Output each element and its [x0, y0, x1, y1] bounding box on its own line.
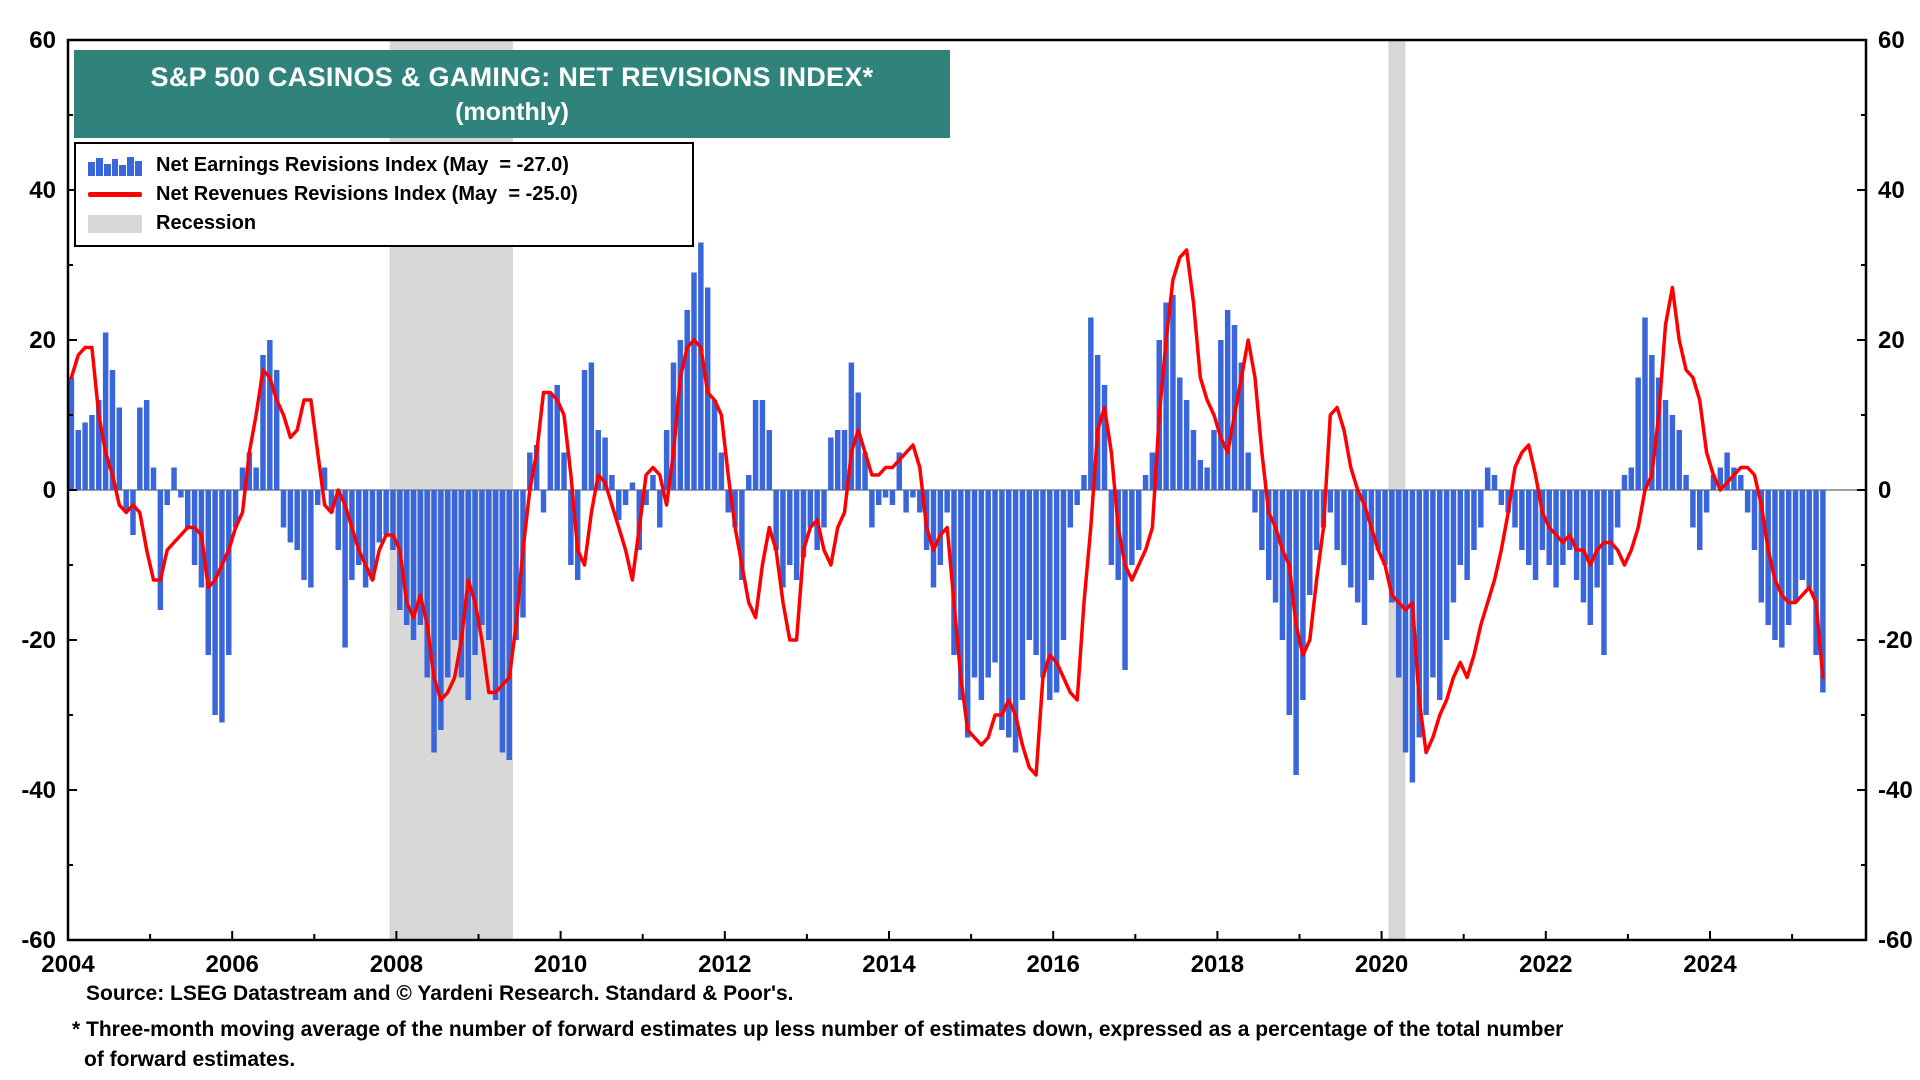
y-axis-label-left: -40 — [21, 777, 56, 804]
x-axis-label: 2016 — [1027, 951, 1080, 978]
y-axis-label-left: -60 — [21, 927, 56, 954]
y-axis-label-right: 0 — [1878, 477, 1891, 504]
legend-recession-swatch — [88, 214, 144, 233]
footnote-line1: * Three-month moving average of the numb… — [72, 1018, 1564, 1041]
legend-item-revenues: Net Revenues Revisions Index (May = -25.… — [88, 183, 680, 206]
earnings-bars — [68, 242, 1826, 783]
x-axis-label: 2008 — [370, 951, 423, 978]
y-axis-label-left: -20 — [21, 627, 56, 654]
x-axis-label: 2012 — [698, 951, 751, 978]
y-axis-label-right: 40 — [1878, 177, 1905, 204]
x-axis-label: 2018 — [1191, 951, 1244, 978]
chart-title-box: S&P 500 CASINOS & GAMING: NET REVISIONS … — [74, 50, 950, 138]
chart-title: S&P 500 CASINOS & GAMING: NET REVISIONS … — [150, 61, 874, 92]
x-axis-label: 2024 — [1683, 951, 1737, 978]
legend-bar-swatch — [88, 156, 144, 176]
x-axis-label: 2004 — [41, 951, 95, 978]
x-axis-label: 2014 — [862, 951, 916, 978]
x-axis-label: 2020 — [1355, 951, 1408, 978]
legend-line-swatch — [88, 192, 144, 197]
legend-item-earnings: Net Earnings Revisions Index (May = -27.… — [88, 154, 680, 177]
legend: Net Earnings Revisions Index (May = -27.… — [74, 142, 694, 247]
y-axis-label-left: 20 — [29, 327, 56, 354]
y-axis-label-right: -60 — [1878, 927, 1913, 954]
y-axis-label-left: 60 — [29, 27, 56, 54]
x-axis-label: 2006 — [206, 951, 259, 978]
y-axis-label-right: -20 — [1878, 627, 1913, 654]
y-axis-label-left: 40 — [29, 177, 56, 204]
x-axis-label: 2010 — [534, 951, 587, 978]
legend-label-recession: Recession — [156, 212, 257, 234]
y-axis-label-right: -40 — [1878, 777, 1913, 804]
legend-item-recession: Recession — [88, 212, 680, 235]
y-axis-label-right: 60 — [1878, 27, 1905, 54]
y-axis-label-right: 20 — [1878, 327, 1905, 354]
legend-label-revenues: Net Revenues Revisions Index (May = -25.… — [156, 183, 578, 205]
source-note: Source: LSEG Datastream and © Yardeni Re… — [86, 982, 794, 1005]
chart-subtitle: (monthly) — [455, 97, 569, 126]
footnote-line2: of forward estimates. — [84, 1048, 296, 1071]
revenues-line — [69, 248, 1825, 777]
x-axis-label: 2022 — [1519, 951, 1572, 978]
y-axis-label-left: 0 — [43, 477, 56, 504]
legend-label-earnings: Net Earnings Revisions Index (May = -27.… — [156, 154, 569, 176]
